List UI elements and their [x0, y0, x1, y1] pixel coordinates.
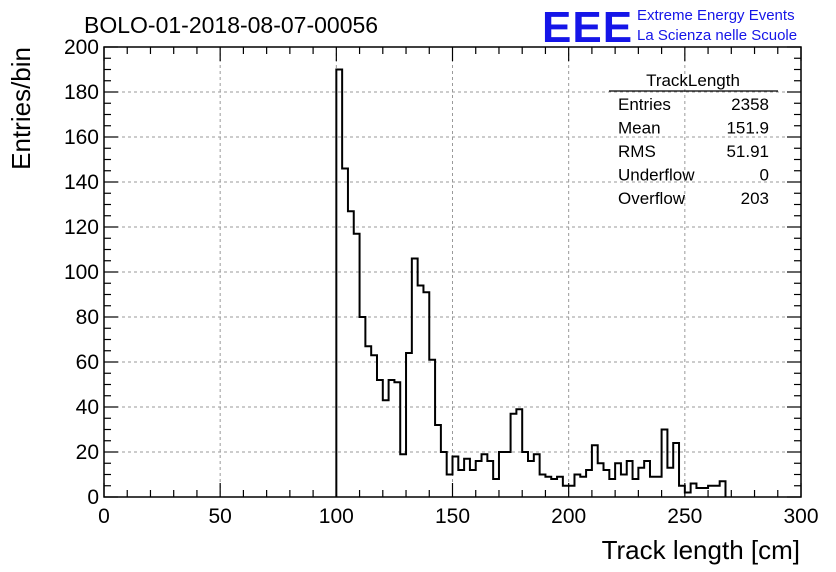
stats-row-label: Mean	[618, 119, 661, 138]
y-tick-label: 180	[64, 81, 99, 104]
histogram-outline	[335, 68, 727, 497]
histogram-bar	[621, 475, 627, 498]
histogram-bar	[418, 286, 424, 498]
stats-row-value: 151.9	[726, 119, 769, 138]
histogram-bar	[580, 477, 586, 497]
histogram-bar	[540, 475, 546, 498]
histogram-bar	[563, 486, 569, 497]
histogram-bar	[493, 479, 499, 497]
y-tick-label: 60	[76, 351, 99, 374]
histogram-bar	[447, 475, 453, 498]
x-tick-label: 150	[435, 505, 470, 528]
histogram-bar	[458, 470, 464, 497]
grid-lines	[104, 47, 801, 497]
stats-row-value: 2358	[731, 95, 769, 114]
logo-letters: EEE	[542, 3, 633, 52]
y-tick-label: 40	[76, 396, 99, 419]
y-tick-label: 80	[76, 306, 99, 329]
logo: EEE Extreme Energy Events La Scienza nel…	[542, 3, 797, 52]
histogram-bar	[348, 211, 354, 497]
stats-row-value: 51.91	[726, 142, 769, 161]
histogram-bar	[667, 468, 673, 497]
histogram-bar	[714, 486, 720, 497]
y-tick-label: 20	[76, 441, 99, 464]
stats-box: TrackLength Entries 2358 Mean 151.9 RMS 51.91…	[609, 71, 778, 208]
y-tick-label: 160	[64, 126, 99, 149]
x-tick-label: 300	[783, 505, 818, 528]
stats-box-title: TrackLength	[646, 71, 740, 90]
y-tick-label: 0	[87, 486, 99, 509]
stats-row-label: Entries	[618, 95, 671, 114]
histogram-bar	[365, 346, 371, 497]
logo-line-2: La Scienza nelle Scuole	[637, 27, 797, 44]
stats-row-value: 0	[760, 166, 769, 185]
stats-row-label: Underflow	[618, 166, 695, 185]
y-axis-label: Entries/bin	[6, 47, 36, 170]
histogram-bar	[569, 486, 575, 497]
x-tick-label: 200	[551, 505, 586, 528]
y-tick-label: 100	[64, 261, 99, 284]
histogram-bar	[470, 470, 476, 497]
histogram-bar	[633, 479, 639, 497]
chart-title: BOLO-01-2018-08-07-00056	[84, 12, 378, 38]
histogram-bar	[656, 477, 662, 497]
x-tick-label: 250	[667, 505, 702, 528]
stats-row-label: RMS	[618, 142, 656, 161]
y-tick-label: 200	[64, 36, 99, 59]
stats-row-label: Overflow	[618, 189, 686, 208]
x-tick-label: 0	[98, 505, 110, 528]
histogram-bar	[342, 169, 348, 498]
x-tick-labels: 0 50 100 150 200 250 300	[98, 505, 818, 528]
stats-row-value: 203	[741, 189, 769, 208]
histogram-bar	[400, 454, 406, 497]
histogram-bar	[696, 488, 702, 497]
histogram-bar	[505, 452, 511, 497]
y-tick-label: 120	[64, 216, 99, 239]
x-axis-label: Track length [cm]	[602, 535, 800, 565]
y-tick-label: 140	[64, 171, 99, 194]
x-tick-label: 100	[319, 505, 354, 528]
histogram-bar	[609, 479, 615, 497]
histogram-bar	[551, 479, 557, 497]
histogram-bar	[702, 488, 708, 497]
logo-line-1: Extreme Energy Events	[637, 7, 795, 24]
histogram-bar	[528, 461, 534, 497]
axis-ticks	[103, 46, 802, 498]
x-tick-label: 50	[208, 505, 231, 528]
histogram-bar	[383, 400, 389, 497]
histogram-bar	[650, 477, 656, 497]
y-tick-labels: 0 20 40 60 80 100 120 140 160 180 200	[64, 36, 99, 509]
